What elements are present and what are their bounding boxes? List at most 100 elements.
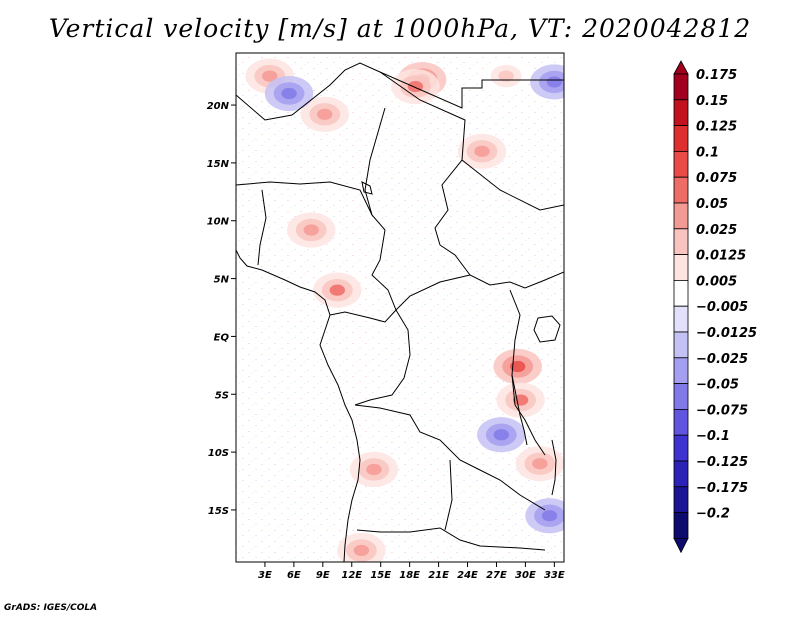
colorbar-swatch-14	[673, 434, 689, 462]
velocity-blob-10-2	[474, 145, 490, 157]
colorbar-swatch-6	[673, 228, 689, 256]
velocity-blob-11-2	[262, 70, 278, 82]
colorbar-swatch-9	[673, 305, 689, 333]
colorbar-label-8: 0.005	[696, 274, 737, 289]
colorbar-label-10: −0.0125	[696, 326, 757, 341]
border-car-cameroon	[371, 229, 471, 311]
lat-tick-label-2: 10N	[207, 217, 230, 228]
colorbar-label-13: −0.075	[696, 403, 748, 418]
colorbar-label-12: −0.05	[696, 378, 739, 393]
colorbar-swatch-12	[673, 383, 689, 410]
coastline-and-borders	[236, 62, 564, 562]
colorbar-swatch-3	[673, 150, 689, 178]
lat-tick-label-3: 5N	[214, 275, 230, 286]
colorbar-label-5: 0.05	[696, 197, 728, 212]
map-panel	[235, 52, 565, 563]
velocity-blob-15-2	[546, 76, 563, 88]
colorbar-label-16: −0.175	[696, 481, 748, 496]
colorbar-swatch-1	[673, 99, 689, 127]
colorbar-label-15: −0.125	[696, 455, 748, 470]
colorbar-swatch-4	[673, 176, 689, 204]
lon-tick-label-6: 21E	[428, 570, 449, 581]
lat-tick-label-4: EQ	[214, 332, 230, 343]
border-sudan-east	[461, 159, 564, 211]
colorbar-label-9: −0.005	[696, 300, 748, 315]
chart-title: Vertical velocity [m/s] at 1000hPa, VT: …	[48, 14, 752, 43]
colorbar-bottom-arrow	[673, 538, 689, 554]
velocity-blob-5-2	[509, 360, 526, 373]
border-drc-east	[509, 289, 546, 456]
colorbar-swatch-16	[673, 486, 689, 513]
border-gabon-congo	[329, 309, 397, 323]
colorbar-swatch-17	[673, 512, 689, 539]
colorbar-label-1: 0.15	[696, 94, 728, 109]
colorbar-swatch-5	[673, 202, 689, 230]
lat-tick-label-5: 5S	[215, 390, 229, 401]
lon-tick-label-9: 30E	[515, 570, 536, 581]
colorbar-swatch-8	[673, 279, 689, 307]
border-congo-drc	[354, 309, 411, 406]
lake-victoria	[533, 315, 561, 343]
velocity-blob-16-2	[498, 70, 514, 82]
colorbar-label-2: 0.125	[696, 120, 737, 135]
colorbar-swatch-13	[673, 408, 689, 436]
border-angola	[354, 404, 546, 511]
border-sahara-north	[236, 62, 564, 121]
border-nigeria	[257, 189, 267, 266]
lon-tick-label-10: 33E	[544, 570, 565, 581]
lon-tick-label-4: 15E	[370, 570, 391, 581]
velocity-blob-8-2	[366, 463, 382, 476]
velocity-blob-2-2	[317, 108, 333, 120]
latitude-axis: 20N 15N 10N 5N EQ 5S 10S 15S	[207, 101, 236, 517]
colorbar-swatch-0	[673, 73, 689, 101]
velocity-blob-3-2	[303, 224, 319, 236]
lon-tick-label-5: 18E	[399, 570, 420, 581]
colorbar-label-14: −0.1	[696, 429, 730, 444]
colorbar-swatch-10	[673, 331, 689, 359]
velocity-blob-12-2	[281, 87, 297, 100]
lon-tick-label-2: 9E	[316, 570, 330, 581]
colorbar-label-6: 0.025	[696, 223, 737, 238]
velocity-blob-4-2	[329, 284, 345, 296]
colorbar-top-arrow	[673, 60, 689, 75]
lat-tick-label-6: 10S	[208, 448, 229, 459]
colorbar-label-11: −0.025	[696, 352, 748, 367]
map-frame	[235, 52, 565, 563]
coastline-west-africa	[236, 249, 361, 562]
lon-tick-label-1: 6E	[287, 570, 301, 581]
velocity-blob-7-2	[532, 458, 548, 470]
lon-tick-label-8: 27E	[486, 570, 507, 581]
lon-tick-label-7: 24E	[457, 570, 478, 581]
border-libya-chad	[379, 71, 466, 246]
border-namibia	[356, 527, 546, 551]
lon-tick-label-0: 3E	[258, 570, 272, 581]
border-sudan-car	[439, 244, 564, 289]
colorbar-swatch-15	[673, 460, 689, 488]
colorbar-swatch-7	[673, 254, 689, 281]
colorbar-label-0: 0.175	[696, 68, 737, 83]
longitude-axis: 3E 6E 9E 12E 15E 18E 21E 24E 27E 30E 33E	[258, 562, 565, 581]
colorbar-label-7: 0.0125	[696, 249, 746, 264]
lake-malawi	[551, 439, 557, 496]
border-sahel	[236, 181, 373, 216]
colorbar: 0.175 0.15 0.125 0.1 0.075 0.05 0.025 0.0125 0.0…	[673, 60, 757, 554]
border-niger-chad	[364, 107, 386, 231]
colorbar-label-4: 0.075	[696, 171, 737, 186]
velocity-blob-13-2	[541, 510, 558, 522]
colorbar-swatch-2	[673, 125, 689, 152]
lat-tick-label-7: 15S	[208, 506, 229, 517]
lon-tick-label-3: 12E	[341, 570, 362, 581]
noise-field	[236, 53, 564, 562]
border-zambia	[444, 459, 453, 531]
velocity-blob-14-2	[493, 429, 509, 441]
lake-chad	[361, 181, 373, 195]
colorbar-label-17: −0.2	[696, 507, 730, 522]
colorbar-label-3: 0.1	[696, 145, 719, 160]
velocity-blob-9-2	[353, 544, 370, 557]
grads-credit: GrADS: IGES/COLA	[4, 603, 98, 613]
lat-tick-label-1: 15N	[207, 159, 230, 170]
colorbar-swatch-11	[673, 357, 689, 384]
lake-tanganyika	[511, 374, 528, 446]
lat-tick-label-0: 20N	[207, 101, 230, 112]
